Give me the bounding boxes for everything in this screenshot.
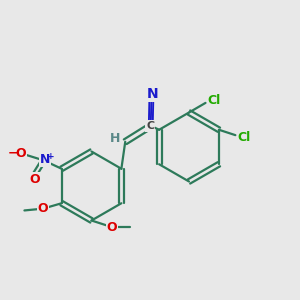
Text: H: H <box>110 132 120 145</box>
Text: Cl: Cl <box>238 131 251 144</box>
Text: O: O <box>106 220 117 234</box>
Text: O: O <box>16 147 26 160</box>
Text: N: N <box>147 87 158 101</box>
Text: C: C <box>146 121 154 131</box>
Text: −: − <box>8 147 18 160</box>
Text: O: O <box>38 202 48 215</box>
Text: N: N <box>40 153 50 166</box>
Text: O: O <box>29 173 40 186</box>
Text: Cl: Cl <box>208 94 221 107</box>
Text: +: + <box>47 152 55 161</box>
